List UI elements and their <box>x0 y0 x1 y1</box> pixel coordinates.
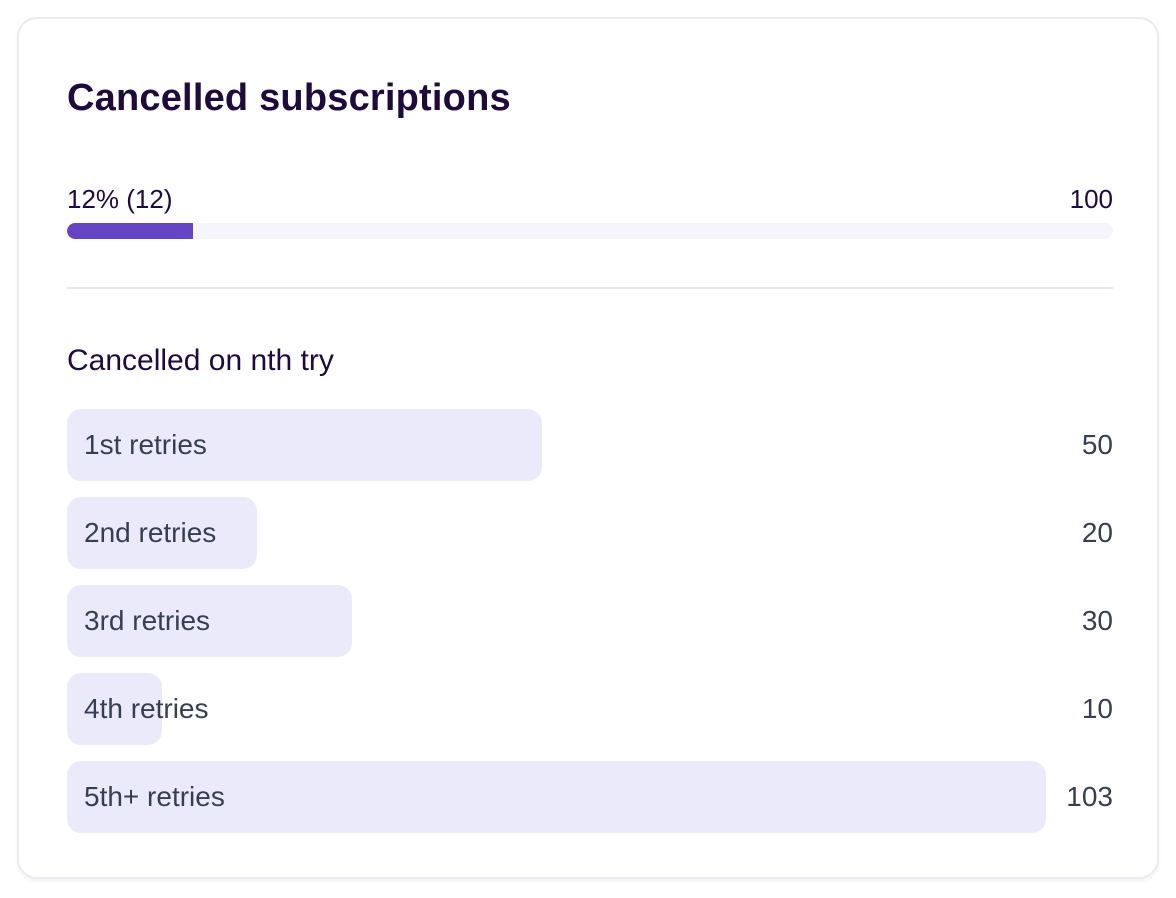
retry-row-5th-plus: 5th+ retries 103 <box>67 761 1113 833</box>
progress-value-label: 12% (12) <box>67 184 173 214</box>
retry-label: 2nd retries <box>84 517 217 548</box>
retry-bar <box>67 409 543 481</box>
progress-bar-track <box>67 223 1113 239</box>
retry-row-3rd: 3rd retries 30 <box>67 585 1113 657</box>
retry-bar <box>67 761 1047 833</box>
retry-breakdown-list: 1st retries 50 2nd retries 20 3rd retrie… <box>67 409 1113 849</box>
cancelled-subscriptions-card: Cancelled subscriptions 12% (12) 100 Can… <box>17 17 1159 879</box>
retry-count: 50 <box>1081 429 1113 460</box>
divider <box>67 287 1113 289</box>
progress-max-label: 100 <box>1069 184 1113 214</box>
retry-label: 5th+ retries <box>84 781 225 812</box>
retry-count: 10 <box>1081 693 1113 724</box>
retry-row-1st: 1st retries 50 <box>67 409 1113 481</box>
retry-bar <box>67 585 353 657</box>
retry-row-2nd: 2nd retries 20 <box>67 497 1113 569</box>
retry-count: 20 <box>1081 517 1113 548</box>
breakdown-title: Cancelled on nth try <box>67 344 334 377</box>
retry-count: 103 <box>1066 781 1113 812</box>
retry-label: 3rd retries <box>84 605 211 636</box>
retry-count: 30 <box>1081 605 1113 636</box>
retry-bar <box>67 497 258 569</box>
card-title: Cancelled subscriptions <box>67 77 511 119</box>
retry-row-4th: 4th retries 10 <box>67 673 1113 745</box>
progress-bar-fill <box>67 223 193 239</box>
retry-bar <box>67 673 163 745</box>
retry-label: 4th retries <box>84 693 209 724</box>
retry-label: 1st retries <box>84 429 207 460</box>
progress-labels: 12% (12) 100 <box>67 183 1113 215</box>
